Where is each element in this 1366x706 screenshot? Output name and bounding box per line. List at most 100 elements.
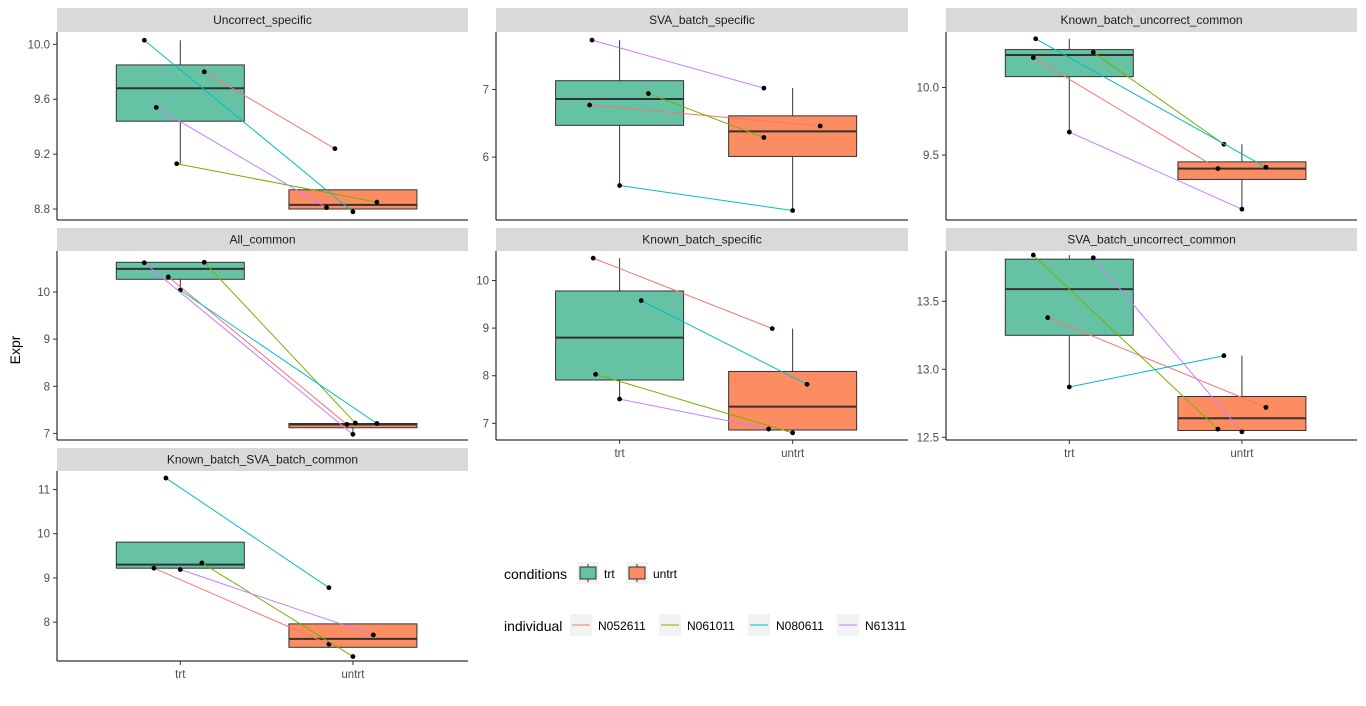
point-n61311-trt <box>153 105 159 110</box>
y-tick-label: 10.0 <box>28 39 50 51</box>
point-n080611-untrt <box>350 209 356 215</box>
pair-line-n052611 <box>153 567 330 645</box>
y-tick-label: 10.0 <box>917 82 939 94</box>
point-n052611-trt <box>1030 55 1036 61</box>
point-n052611-untrt <box>344 422 350 427</box>
point-n061011-trt <box>174 161 180 167</box>
panel-uncorrect-specific: Uncorrect_specific 8.8 9.2 9.6 10.0 <box>28 8 468 221</box>
legend-label-n080611: N080611 <box>776 619 824 633</box>
point-n080611-trt <box>141 37 147 43</box>
y-tick-label: 9 <box>44 573 50 585</box>
point-n061011-trt <box>201 259 207 265</box>
y-tick-label: 8 <box>44 381 50 393</box>
box-trt <box>1004 255 1134 387</box>
box-trt <box>555 40 685 186</box>
point-n61311-trt <box>141 260 147 266</box>
pair-line-n061011 <box>595 373 793 434</box>
pair-line-n080611 <box>165 477 330 589</box>
facet-strip <box>946 228 1357 251</box>
pair-line-n61311 <box>1069 131 1243 210</box>
pair-line-n61311 <box>180 569 374 636</box>
point-n080611-trt <box>163 475 169 481</box>
y-tick-label: 7 <box>483 84 489 96</box>
panel-sva-batch-specific: SVA_batch_specific 6 7 <box>483 8 908 221</box>
point-n061011-trt <box>646 91 651 96</box>
box-body <box>115 261 245 280</box>
pair-line-n080611 <box>180 289 378 424</box>
box-untrt <box>1177 144 1307 210</box>
pair-line-n61311 <box>591 39 764 89</box>
box-trt <box>1004 38 1134 133</box>
pair-line-n61311 <box>156 107 327 209</box>
point-n61311-trt <box>177 567 183 572</box>
pair-line-n080611 <box>143 39 354 213</box>
box-body <box>728 370 858 431</box>
facet-title: All_common <box>229 233 295 247</box>
y-tick-label: 9.5 <box>923 150 939 162</box>
point-n052611-untrt <box>332 146 338 152</box>
pair-line-n61311 <box>1092 257 1243 433</box>
y-tick-label: 6 <box>483 152 489 164</box>
facet-title: SVA_batch_uncorrect_common <box>1067 233 1236 247</box>
pair-line-n052611 <box>167 276 348 425</box>
box-body <box>1177 161 1307 180</box>
point-n61311-untrt <box>324 205 329 211</box>
facet-title: SVA_batch_specific <box>649 13 755 27</box>
pair-line-n061011 <box>176 163 378 203</box>
y-tick-label: 13.5 <box>917 296 939 308</box>
y-tick-label: 9 <box>483 323 489 335</box>
pair-line-n061011 <box>1093 51 1225 145</box>
box-body <box>555 290 685 381</box>
panel-known-batch-specific: Known_batch_specific 7 8 9 10 trt untrt <box>476 228 908 460</box>
point-n052611-trt <box>151 565 157 571</box>
legend-key-untrt <box>628 566 646 580</box>
y-tick-label: 9.2 <box>34 149 50 161</box>
point-n052611-untrt <box>769 326 775 331</box>
point-n052611-trt <box>1045 315 1051 321</box>
legend-label-n061011: N061011 <box>687 619 735 633</box>
point-n61311-trt <box>1090 255 1096 261</box>
facet-title: Uncorrect_specific <box>213 13 312 27</box>
pair-line-n080611 <box>1035 38 1267 168</box>
legend-label-trt: trt <box>604 567 615 581</box>
facet-strip <box>57 228 468 251</box>
facet-strip <box>57 448 468 471</box>
point-n061011-untrt <box>350 654 356 659</box>
point-n052611-trt <box>165 274 171 280</box>
box-untrt <box>1177 355 1307 432</box>
legend-key-trt <box>579 566 597 580</box>
point-n052611-untrt <box>1263 404 1269 410</box>
point-n61311-untrt <box>1239 206 1245 212</box>
box-body <box>1004 258 1134 336</box>
point-n052611-trt <box>587 102 592 108</box>
point-n61311-untrt <box>350 431 356 437</box>
point-n080611-trt <box>617 183 622 188</box>
box-untrt <box>288 189 418 212</box>
y-axis-label: Expr <box>7 335 23 364</box>
box-trt <box>115 40 245 164</box>
legend-conditions-title: conditions <box>504 566 567 582</box>
legend-label-n61311: N61311 <box>865 619 906 633</box>
box-body <box>728 115 858 157</box>
point-n061011-untrt <box>1215 426 1221 432</box>
point-n080611-untrt <box>1263 164 1269 170</box>
y-tick-label: 8.8 <box>34 204 50 216</box>
pair-line-n052611 <box>593 257 773 330</box>
point-n061011-trt <box>593 371 598 377</box>
y-tick-label: 10 <box>476 276 489 288</box>
pair-line-n061011 <box>203 261 356 424</box>
point-n61311-untrt <box>1239 429 1245 435</box>
facet-strip <box>946 8 1357 32</box>
y-tick-label: 10 <box>37 529 50 541</box>
point-n080611-trt <box>1033 36 1039 42</box>
facet-strip <box>57 8 468 32</box>
pair-line-n061011 <box>648 93 765 138</box>
legend-label-n052611: N052611 <box>598 619 646 633</box>
point-n061011-trt <box>1030 252 1036 258</box>
point-n052611-trt <box>201 69 207 75</box>
legend: conditions trt untrt individual N052611 N0610… <box>504 562 906 636</box>
pair-line-n080611 <box>619 185 793 212</box>
x-tick-label: untrt <box>341 669 365 681</box>
point-n080611-untrt <box>374 421 380 426</box>
